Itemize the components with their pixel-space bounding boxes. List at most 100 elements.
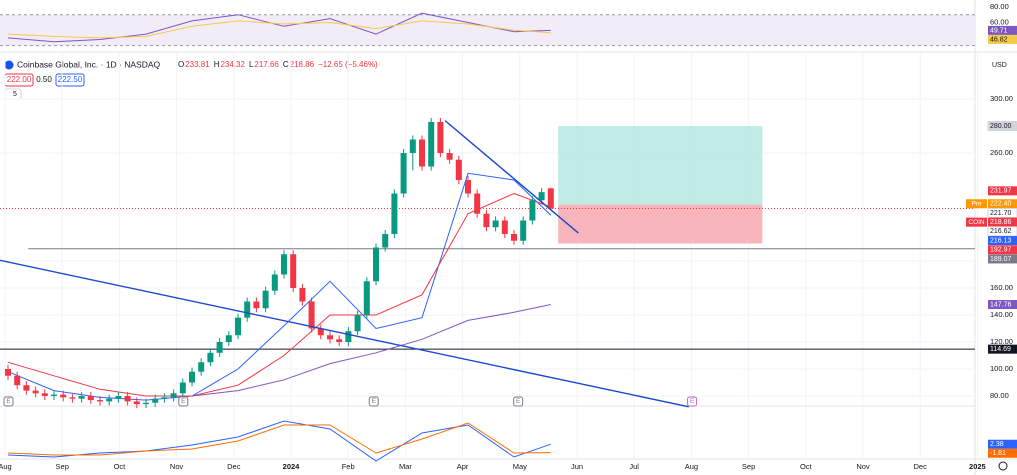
candle-body <box>492 220 499 228</box>
earnings-label: E <box>516 398 521 405</box>
candle-body <box>446 153 453 160</box>
candle-body <box>207 352 214 363</box>
candle-body <box>170 393 177 398</box>
spread: 0.50 <box>36 75 52 84</box>
candle-body <box>428 121 435 167</box>
x-tick-label: Oct <box>114 462 127 471</box>
candle-body <box>69 397 76 399</box>
candle-body <box>299 288 306 302</box>
candle-body <box>529 200 536 221</box>
price-label: 280.00 <box>990 123 1012 130</box>
price-label-bg <box>988 236 1017 246</box>
candle-body <box>161 397 168 399</box>
candle-body <box>133 401 140 405</box>
rsi-value: 46.82 <box>990 36 1008 43</box>
candle-body <box>391 193 398 234</box>
trendline <box>444 120 579 234</box>
ohlc-key: L <box>249 60 254 69</box>
trendline <box>0 259 689 408</box>
candle-body <box>14 375 21 386</box>
x-tick-label: Apr <box>457 462 469 471</box>
candle-body <box>281 254 287 275</box>
price-label: 192.97 <box>990 247 1012 254</box>
ohlc-value: 234.32 <box>220 60 245 69</box>
logo <box>4 60 14 70</box>
ohlc-key: O <box>178 60 184 69</box>
x-tick-label: Nov <box>170 462 184 471</box>
price-label: 189.07 <box>990 256 1012 263</box>
candle-body <box>363 281 370 315</box>
price-label-bg <box>988 217 1017 227</box>
candle-body <box>235 317 241 336</box>
price-label: 231.97 <box>990 188 1012 195</box>
candle-body <box>308 301 315 329</box>
price-label: 216.13 <box>990 237 1012 244</box>
earnings-marker <box>687 396 698 407</box>
price-label-bg <box>987 226 1017 237</box>
x-tick-label: Nov <box>856 462 870 471</box>
rsi-value-bg <box>988 25 1017 35</box>
profit-zone <box>558 126 763 205</box>
x-tick-label: Sep <box>56 462 69 471</box>
candle-body <box>51 394 57 396</box>
currency[interactable]: USD <box>992 62 1007 69</box>
earnings-marker <box>513 396 524 407</box>
candle-body <box>225 335 232 342</box>
rsi-tick-label: 80.00 <box>990 2 1009 11</box>
indicator-count[interactable]: 5 <box>13 91 17 98</box>
candle-body <box>115 396 122 399</box>
candle-body <box>400 153 407 194</box>
price-tag: Pre <box>971 200 982 207</box>
price-label: 114.69 <box>990 346 1011 353</box>
candle-body <box>78 396 85 399</box>
rsi-band <box>0 14 975 46</box>
candle-body <box>198 362 205 372</box>
price-tag-bg <box>966 199 987 209</box>
price-label: 221.70 <box>990 210 1012 217</box>
x-tick-label: Jul <box>629 462 639 471</box>
settings-icon[interactable] <box>998 461 1008 471</box>
x-tick-label: Sep <box>742 462 755 471</box>
price-label: 218.86 <box>990 219 1012 226</box>
x-tick-label: Jun <box>571 462 583 471</box>
buy-price[interactable]: 222.50 <box>58 75 83 84</box>
moving-average <box>191 304 551 397</box>
price-label: 147.76 <box>990 301 1012 308</box>
candle-body <box>317 328 324 336</box>
candle-body <box>336 339 343 342</box>
candle-body <box>455 159 462 180</box>
price-label: 216.62 <box>990 228 1012 235</box>
candle-body <box>419 139 425 167</box>
candle-body <box>60 394 67 398</box>
candle-body <box>106 398 113 402</box>
candle-body <box>97 400 103 402</box>
x-tick-label: Aug <box>0 462 12 471</box>
candle-body <box>262 290 269 309</box>
ohlc-value: 218.86 <box>290 60 315 69</box>
candle-body <box>87 396 94 401</box>
y-tick-label: 80.00 <box>990 391 1009 400</box>
earnings-marker <box>368 396 379 407</box>
x-tick-label: 2024 <box>283 462 301 471</box>
candle-body <box>327 335 333 340</box>
price-label-bg <box>987 207 1017 218</box>
price-label-bg <box>988 254 1017 264</box>
price-tag-bg <box>966 217 987 227</box>
earnings-label: E <box>6 398 11 405</box>
candle-body <box>520 220 527 241</box>
sell-price[interactable]: 222.00 <box>7 75 32 84</box>
x-tick-label: Feb <box>342 462 355 471</box>
candle-body <box>216 342 223 353</box>
x-tick-label: Dec <box>227 462 241 471</box>
rsi-tick-label: 60.00 <box>990 17 1009 26</box>
candle-body <box>5 369 11 376</box>
candle-body <box>152 398 159 403</box>
rsi-value-bg <box>988 34 1017 44</box>
earnings-marker <box>3 396 14 407</box>
price-label-bg <box>988 186 1017 196</box>
loss-zone <box>558 204 763 244</box>
candle-body <box>538 192 545 201</box>
buy-box[interactable] <box>55 73 85 87</box>
y-tick-label: 300.00 <box>990 94 1013 103</box>
y-tick-label: 120.00 <box>990 337 1013 346</box>
